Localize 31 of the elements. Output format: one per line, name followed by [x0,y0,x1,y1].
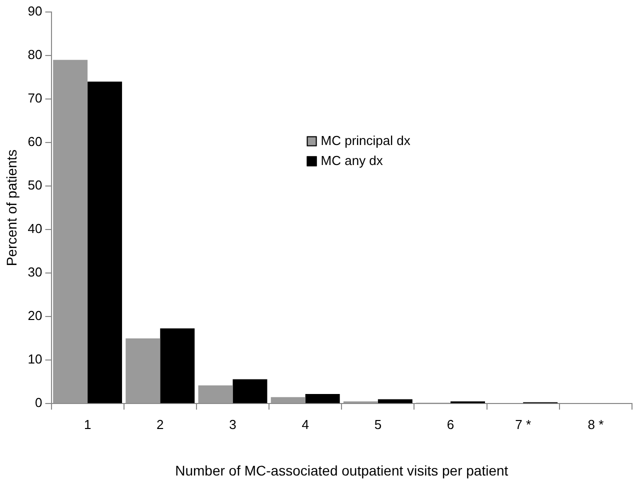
x-tick-label: 4 [302,416,309,432]
bar [305,394,340,404]
y-tick-label: 20 [28,308,42,324]
x-tick-label: 2 [156,416,164,432]
y-axis-title: Percent of patients [3,149,20,266]
y-tick-label: 60 [28,134,42,150]
legend-label: MC principal dx [320,132,411,148]
y-tick-label: 40 [28,221,42,236]
bar [53,60,88,404]
legend-label: MC any dx [320,152,384,168]
x-tick-label: 3 [229,416,236,432]
x-tick-label: 5 [374,416,382,432]
y-tick-label: 10 [28,352,42,367]
y-tick-label: 80 [28,47,42,62]
y-tick-label: 0 [35,395,42,410]
x-tick-label: 1 [84,416,92,432]
y-tick-label: 90 [28,4,42,19]
x-tick-label: 7 * [515,416,532,432]
bar [232,379,268,404]
y-tick-label: 50 [28,178,42,193]
bar [126,338,160,404]
y-tick-label: 70 [28,90,42,106]
x-tick-label: 6 [446,416,454,432]
x-axis-title: Number of MC-associated outpatient visits per patient [175,462,508,478]
y-tick-label: 30 [28,264,42,280]
bar [160,328,195,404]
bar [88,82,122,404]
bar [198,385,233,404]
bar [378,399,412,404]
x-tick-label: 8 * [588,416,604,432]
bar [270,397,306,404]
